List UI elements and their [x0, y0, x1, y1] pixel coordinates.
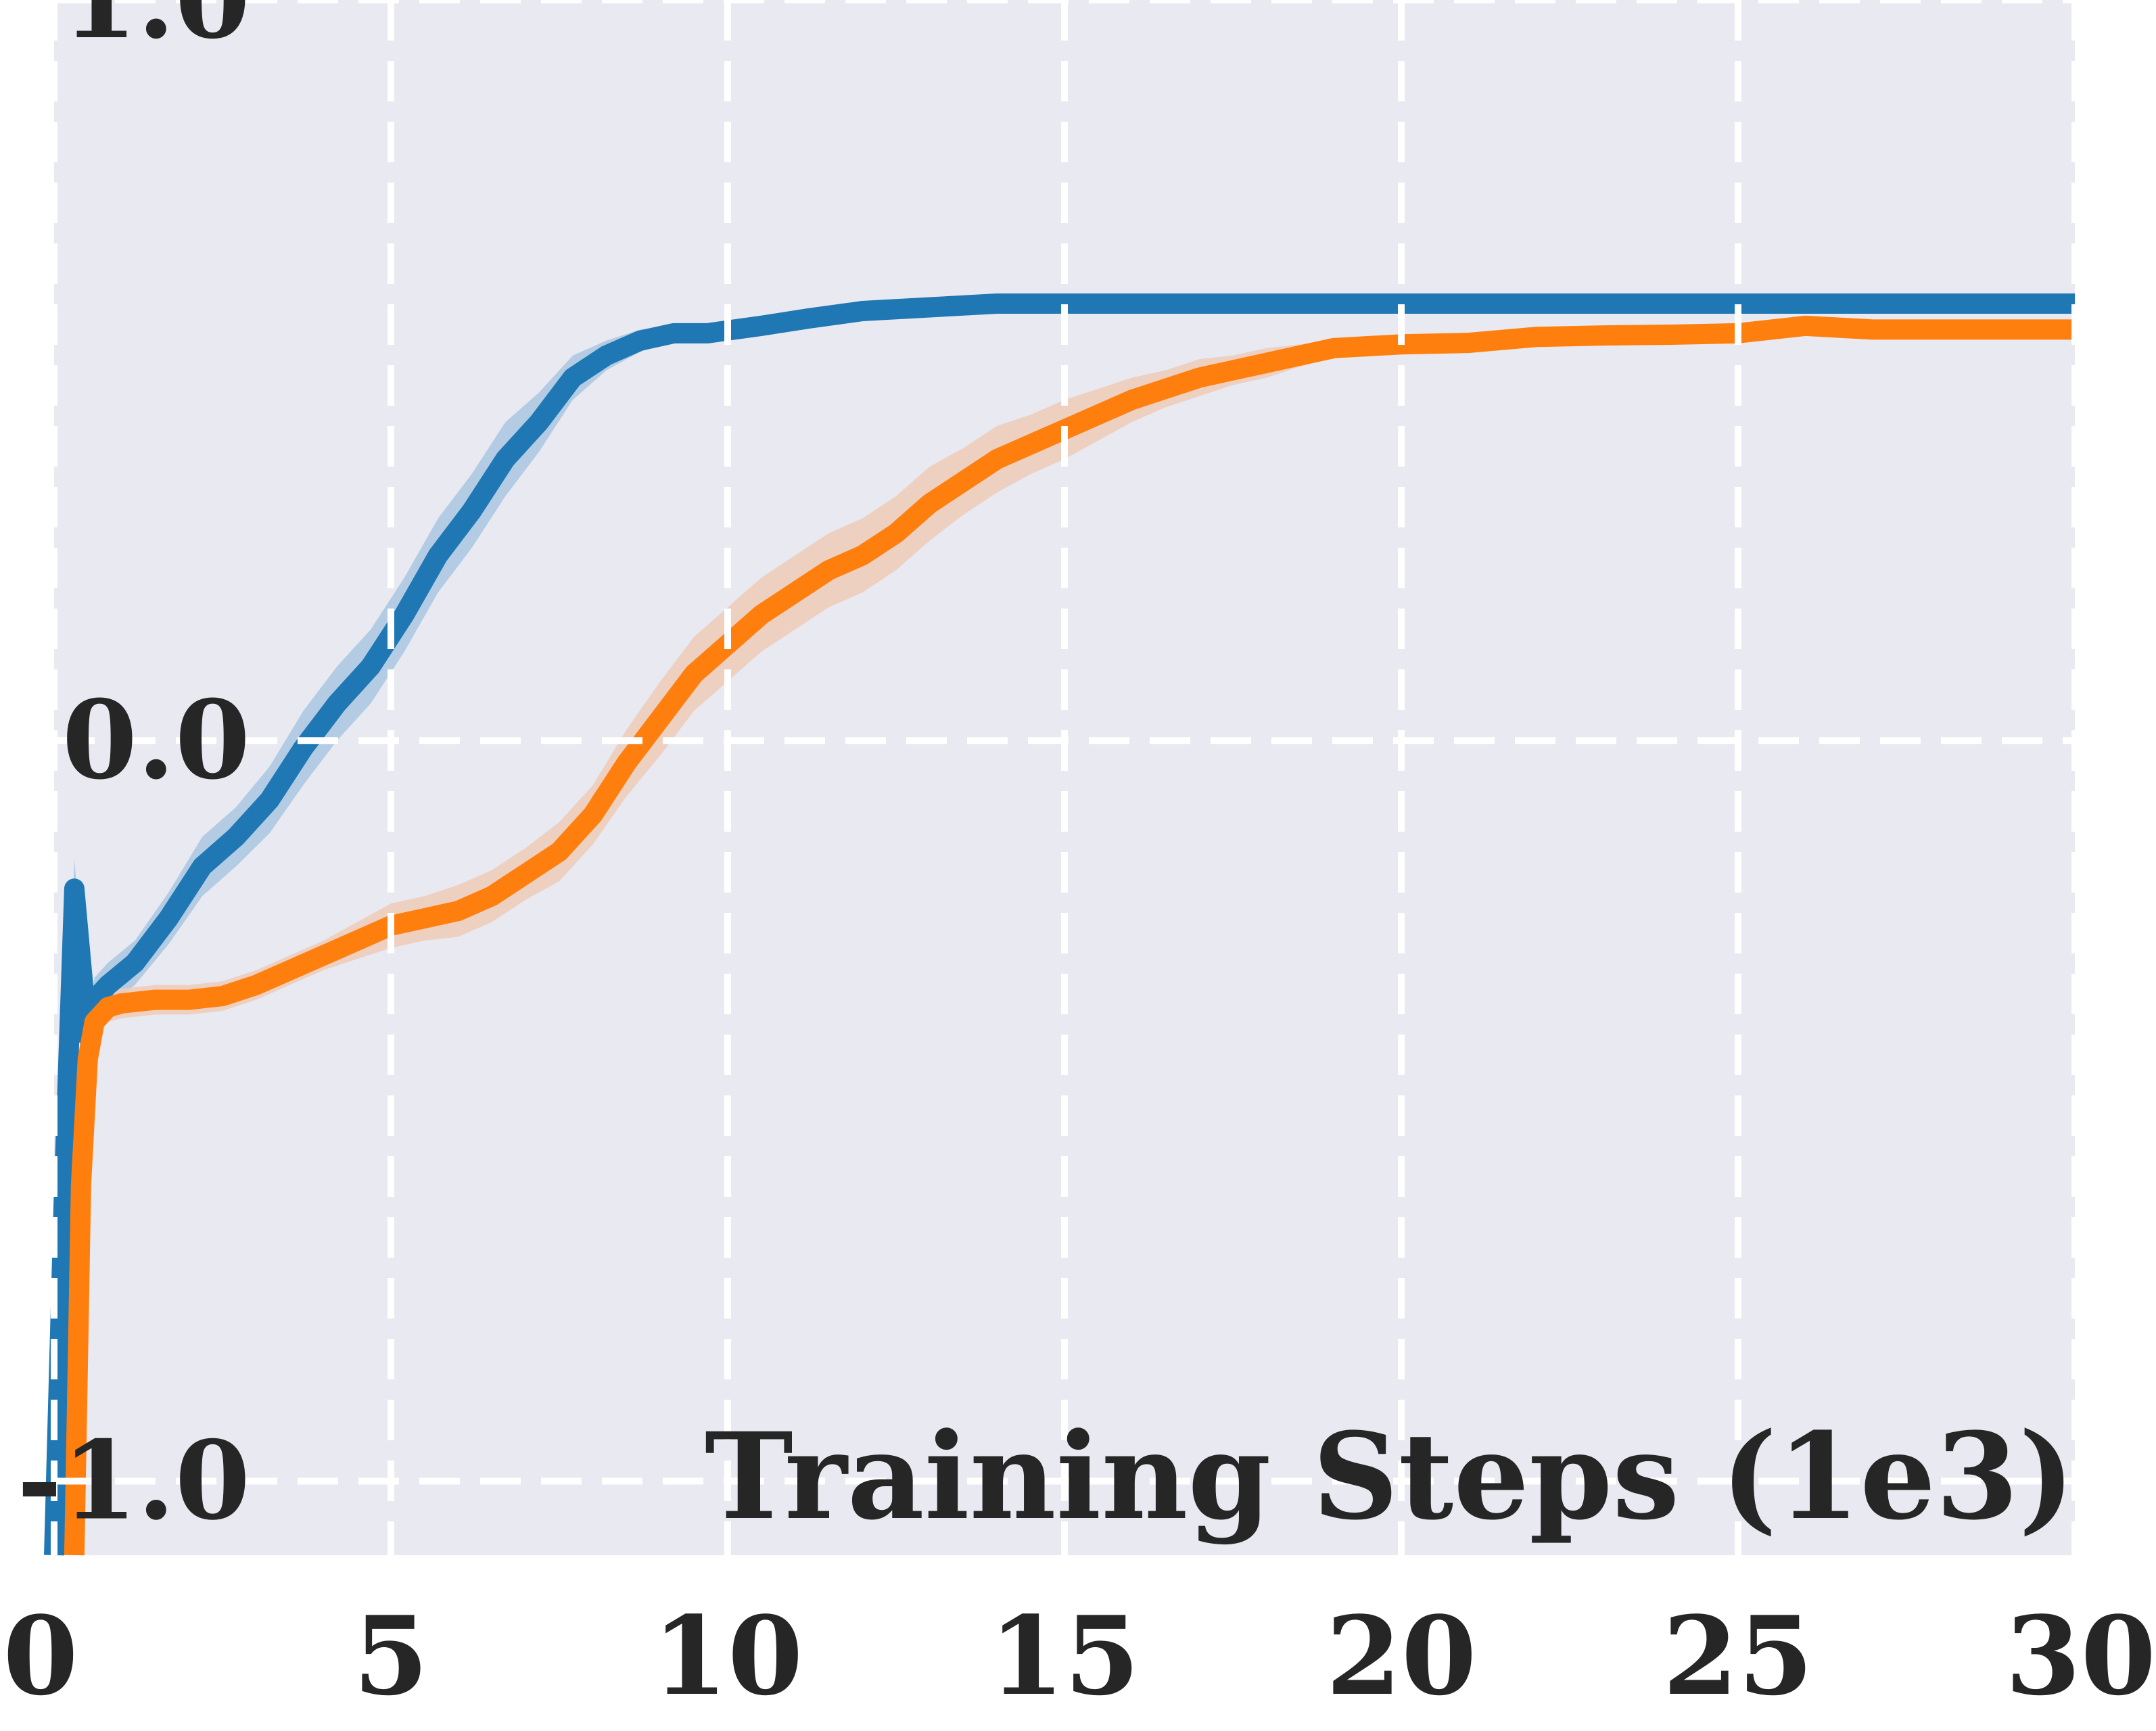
grid-lines: [51, 0, 2078, 1555]
x-tick-labels: 0 5 10 15 20 25 30: [3, 1592, 2156, 1720]
y-tick-label: -1.0: [17, 1417, 250, 1544]
x-tick-label: 30: [2005, 1592, 2156, 1720]
x-tick-label: 15: [989, 1592, 1140, 1720]
x-tick-label: 5: [353, 1592, 428, 1720]
y-tick-labels: -1.0 0.0 1.0: [17, 0, 250, 1544]
x-tick-label: 10: [653, 1592, 803, 1720]
x-tick-label: 0: [3, 1592, 78, 1720]
series-2-line: [64, 315, 2075, 1556]
series-1-line: [44, 293, 2075, 1556]
x-tick-label: 25: [1663, 1592, 1814, 1720]
plot-background: [54, 0, 2075, 1555]
x-tick-label: 20: [1326, 1592, 1477, 1720]
y-tick-label: 0.0: [62, 676, 250, 803]
y-tick-label: 1.0: [62, 0, 250, 63]
series-lines: [44, 293, 2075, 1556]
x-axis-title: Training Steps (1e3): [705, 1406, 2075, 1546]
